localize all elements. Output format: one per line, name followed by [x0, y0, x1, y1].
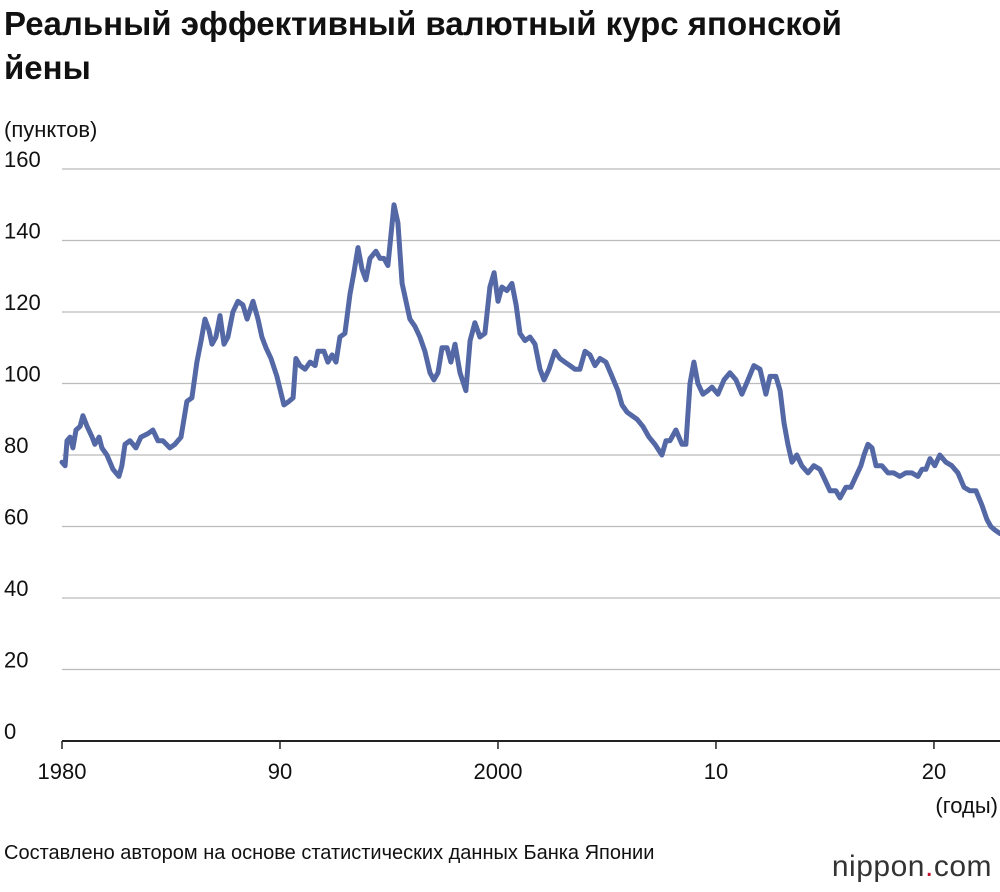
y-tick-label: 0: [4, 719, 16, 744]
y-tick-label: 100: [4, 362, 41, 387]
source-note: Составлено автором на основе статистичес…: [4, 842, 655, 864]
y-tick-label: 40: [4, 576, 28, 601]
y-tick-label: 20: [4, 648, 28, 673]
y-tick-label: 60: [4, 505, 28, 530]
logo-dot: .: [924, 850, 934, 883]
y-tick-label: 120: [4, 290, 41, 315]
data-line: [59, 202, 1000, 537]
x-tick-label: 1980: [38, 759, 87, 784]
x-tick-label: 10: [704, 759, 728, 784]
y-tick-label: 80: [4, 433, 28, 458]
x-tick-label: 90: [268, 759, 292, 784]
logo: nippon.com: [831, 850, 992, 883]
x-tick-label: 20: [922, 759, 946, 784]
x-axis-label: (годы): [935, 793, 998, 818]
chart-title: Реальный эффективный валютный курс японс…: [4, 5, 842, 86]
y-tick-label: 140: [4, 219, 41, 244]
y-axis-label: (пунктов): [4, 117, 97, 142]
x-tick-label: 2000: [473, 759, 522, 784]
y-tick-label: 160: [4, 147, 41, 172]
